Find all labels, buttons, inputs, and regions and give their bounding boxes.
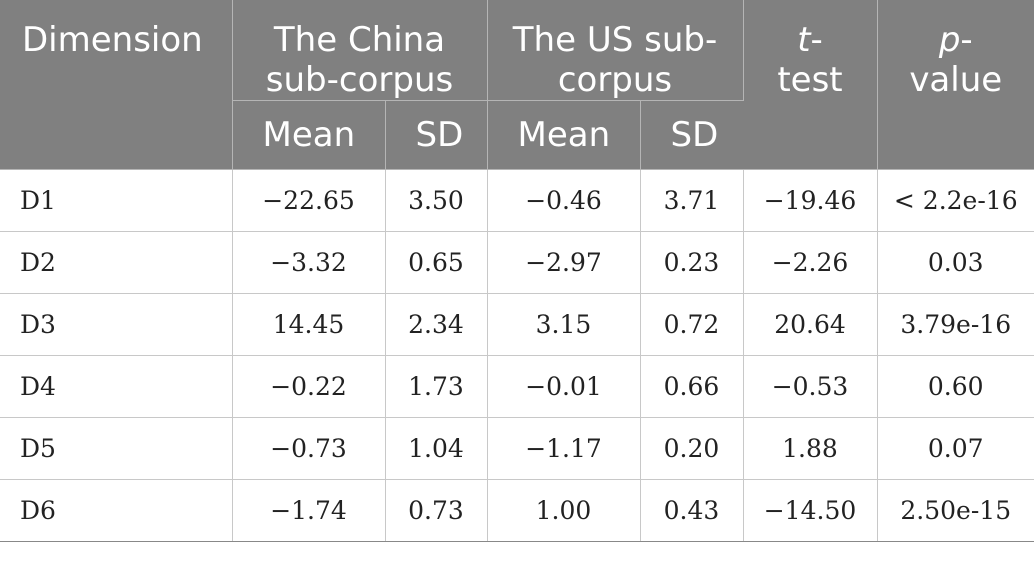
header-china-subcorpus: The China sub-corpus [232, 0, 488, 101]
header-dimension: Dimension [0, 0, 233, 170]
header-us-subcorpus: The US sub-corpus [487, 0, 744, 101]
cell-us-mean: −1.17 [487, 417, 641, 480]
cell-p-value: 3.79e-16 [877, 293, 1034, 356]
table-row: D5 −0.73 1.04 −1.17 0.20 1.88 0.07 [0, 417, 1034, 480]
header-t-test: t-test [743, 0, 878, 170]
cell-us-sd: 0.72 [640, 293, 744, 356]
cell-t-test: 20.64 [743, 293, 878, 356]
cell-china-mean: −1.74 [232, 479, 386, 542]
cell-t-test: 1.88 [743, 417, 878, 480]
cell-dimension: D1 [0, 169, 233, 232]
cell-dimension: D5 [0, 417, 233, 480]
cell-dimension: D3 [0, 293, 233, 356]
cell-p-value: < 2.2e-16 [877, 169, 1034, 232]
cell-dimension: D2 [0, 231, 233, 294]
table-row: D3 14.45 2.34 3.15 0.72 20.64 3.79e-16 [0, 293, 1034, 356]
cell-china-mean: 14.45 [232, 293, 386, 356]
table-row: D2 −3.32 0.65 −2.97 0.23 −2.26 0.03 [0, 231, 1034, 294]
cell-us-sd: 0.23 [640, 231, 744, 294]
cell-us-sd: 0.20 [640, 417, 744, 480]
cell-us-sd: 3.71 [640, 169, 744, 232]
cell-t-test: −0.53 [743, 355, 878, 418]
table-row: D4 −0.22 1.73 −0.01 0.66 −0.53 0.60 [0, 355, 1034, 418]
cell-dimension: D4 [0, 355, 233, 418]
table-row: D6 −1.74 0.73 1.00 0.43 −14.50 2.50e-15 [0, 479, 1034, 542]
header-us-mean: Mean [487, 100, 641, 170]
cell-us-mean: −2.97 [487, 231, 641, 294]
cell-us-mean: 1.00 [487, 479, 641, 542]
cell-t-test: −2.26 [743, 231, 878, 294]
cell-t-test: −19.46 [743, 169, 878, 232]
cell-china-sd: 1.04 [385, 417, 488, 480]
cell-china-sd: 1.73 [385, 355, 488, 418]
cell-china-mean: −3.32 [232, 231, 386, 294]
cell-us-mean: −0.46 [487, 169, 641, 232]
cell-p-value: 0.60 [877, 355, 1034, 418]
cell-us-sd: 0.43 [640, 479, 744, 542]
cell-us-mean: 3.15 [487, 293, 641, 356]
cell-china-sd: 0.73 [385, 479, 488, 542]
cell-china-mean: −22.65 [232, 169, 386, 232]
header-china-sd: SD [385, 100, 488, 170]
cell-t-test: −14.50 [743, 479, 878, 542]
results-table: Dimension The China sub-corpus The US sub… [0, 0, 1034, 542]
cell-p-value: 0.03 [877, 231, 1034, 294]
cell-p-value: 2.50e-15 [877, 479, 1034, 542]
table-row: D1 −22.65 3.50 −0.46 3.71 −19.46 < 2.2e-… [0, 169, 1034, 232]
cell-china-mean: −0.22 [232, 355, 386, 418]
header-china-mean: Mean [232, 100, 386, 170]
cell-p-value: 0.07 [877, 417, 1034, 480]
cell-us-mean: −0.01 [487, 355, 641, 418]
cell-us-sd: 0.66 [640, 355, 744, 418]
header-us-sd: SD [640, 100, 743, 170]
cell-china-sd: 3.50 [385, 169, 488, 232]
cell-china-sd: 2.34 [385, 293, 488, 356]
cell-china-mean: −0.73 [232, 417, 386, 480]
header-p-value: p-value [877, 0, 1034, 170]
cell-china-sd: 0.65 [385, 231, 488, 294]
cell-dimension: D6 [0, 479, 233, 542]
